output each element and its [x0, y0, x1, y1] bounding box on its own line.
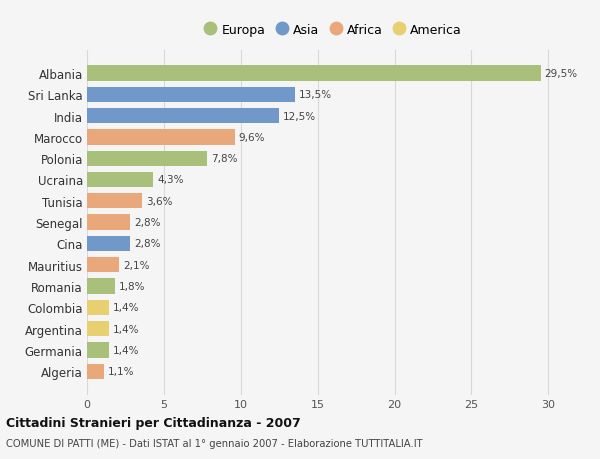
Text: 3,6%: 3,6%: [146, 196, 173, 207]
Bar: [87, 130, 235, 145]
Text: 12,5%: 12,5%: [283, 112, 316, 121]
Bar: [87, 321, 109, 336]
Text: 4,3%: 4,3%: [157, 175, 184, 185]
Text: 1,1%: 1,1%: [108, 366, 134, 376]
Text: 9,6%: 9,6%: [238, 133, 265, 143]
Text: 7,8%: 7,8%: [211, 154, 237, 164]
Bar: [87, 300, 109, 315]
Bar: [87, 364, 104, 379]
Text: 13,5%: 13,5%: [298, 90, 332, 100]
Text: 1,4%: 1,4%: [112, 345, 139, 355]
Bar: [87, 151, 207, 167]
Text: 29,5%: 29,5%: [544, 69, 578, 79]
Bar: [87, 342, 109, 358]
Bar: [87, 66, 541, 81]
Bar: [87, 194, 142, 209]
Bar: [87, 173, 153, 188]
Bar: [87, 215, 130, 230]
Text: 2,8%: 2,8%: [134, 239, 160, 249]
Bar: [87, 109, 279, 124]
Bar: [87, 279, 115, 294]
Text: 1,4%: 1,4%: [112, 324, 139, 334]
Bar: [87, 236, 130, 252]
Text: 1,4%: 1,4%: [112, 302, 139, 313]
Bar: [87, 257, 119, 273]
Bar: [87, 87, 295, 103]
Text: COMUNE DI PATTI (ME) - Dati ISTAT al 1° gennaio 2007 - Elaborazione TUTTITALIA.I: COMUNE DI PATTI (ME) - Dati ISTAT al 1° …: [6, 438, 422, 448]
Text: 2,8%: 2,8%: [134, 218, 160, 228]
Legend: Europa, Asia, Africa, America: Europa, Asia, Africa, America: [199, 19, 467, 42]
Text: 1,8%: 1,8%: [119, 281, 145, 291]
Text: 2,1%: 2,1%: [123, 260, 149, 270]
Text: Cittadini Stranieri per Cittadinanza - 2007: Cittadini Stranieri per Cittadinanza - 2…: [6, 416, 301, 429]
